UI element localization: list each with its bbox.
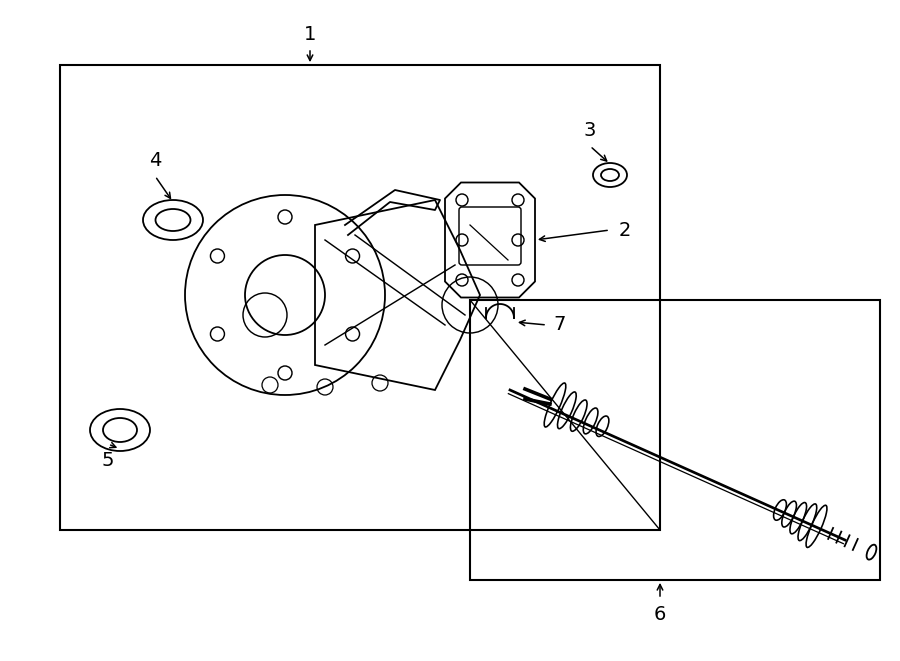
Text: 4: 4 xyxy=(148,151,161,169)
Text: 2: 2 xyxy=(619,221,631,239)
Text: 5: 5 xyxy=(102,451,114,469)
Text: 3: 3 xyxy=(584,120,596,139)
Bar xyxy=(60,65,660,530)
Text: 6: 6 xyxy=(653,605,666,625)
Text: 1: 1 xyxy=(304,26,316,44)
Text: 7: 7 xyxy=(554,315,566,334)
Bar xyxy=(470,300,880,580)
